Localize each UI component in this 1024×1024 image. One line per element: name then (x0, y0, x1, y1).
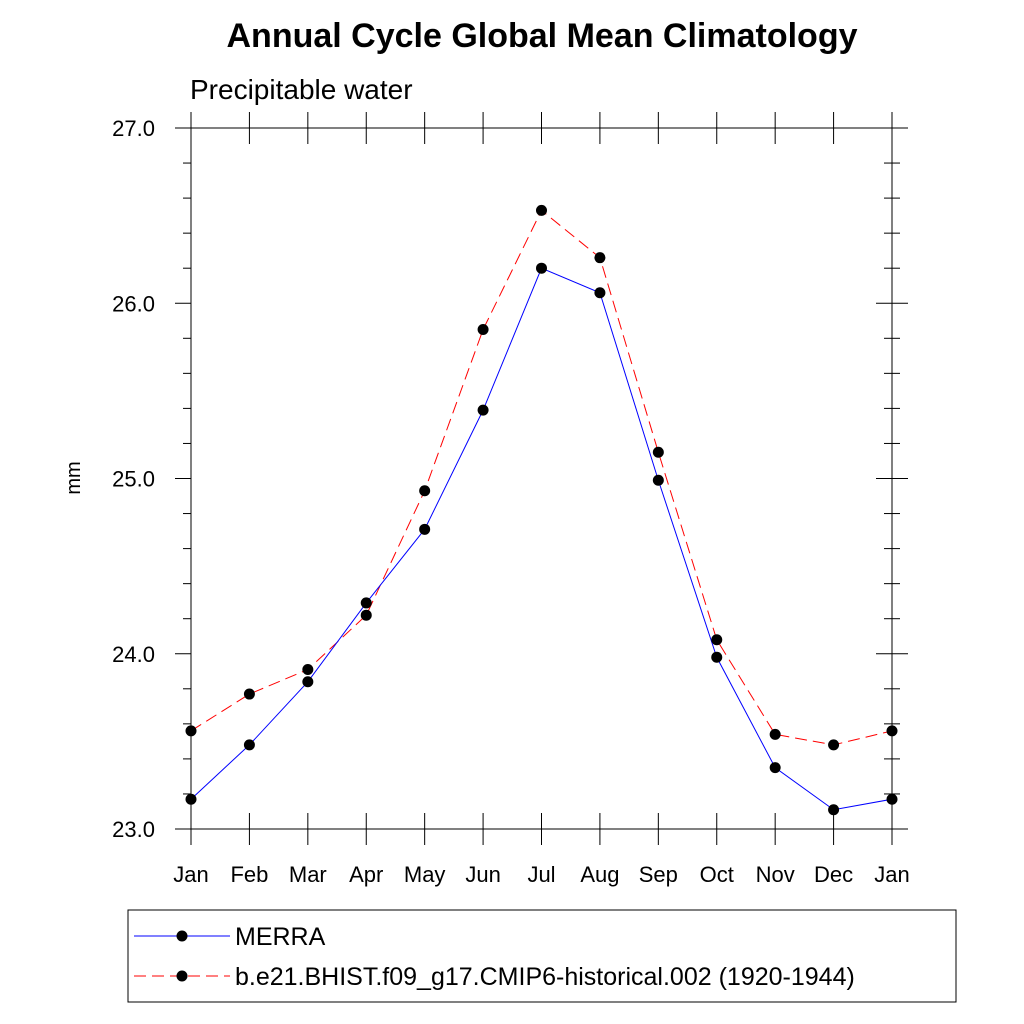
data-point-series-0 (594, 287, 606, 299)
data-point-series-0 (711, 651, 723, 663)
legend-label-1: b.e21.BHIST.f09_g17.CMIP6-historical.002… (235, 963, 855, 991)
y-tick-label: 24.0 (112, 642, 155, 667)
x-tick-label: Jan (173, 862, 208, 887)
data-point-series-1 (886, 725, 898, 737)
data-point-series-1 (652, 446, 664, 458)
data-point-series-0 (828, 804, 840, 816)
legend-marker-0 (176, 930, 188, 942)
data-point-series-0 (360, 597, 372, 609)
data-point-series-1 (594, 252, 606, 264)
x-tick-label: Jan (874, 862, 909, 887)
x-tick-label: Sep (639, 862, 678, 887)
x-tick-label: Jul (527, 862, 555, 887)
y-tick-label: 25.0 (112, 467, 155, 492)
x-tick-label: Dec (814, 862, 853, 887)
data-point-series-1 (302, 664, 314, 676)
y-tick-label: 23.0 (112, 817, 155, 842)
data-point-series-0 (769, 762, 781, 774)
legend-marker-1 (176, 970, 188, 982)
legend: MERRA b.e21.BHIST.f09_g17.CMIP6-historica… (127, 909, 957, 1003)
chart-subtitle: Precipitable water (190, 74, 413, 105)
chart-title: Annual Cycle Global Mean Climatology (227, 17, 858, 55)
data-point-series-1 (419, 485, 431, 497)
data-point-series-1 (828, 739, 840, 751)
legend-box (127, 909, 957, 1003)
axis-ticks: 23.0 24.0 25.0 26.0 27.0 Jan Feb Mar Apr May Jun Ju… (112, 112, 910, 887)
y-tick-label: 27.0 (112, 116, 155, 141)
data-point-series-0 (185, 793, 197, 805)
data-point-series-1 (477, 324, 489, 336)
data-point-series-0 (886, 793, 898, 805)
x-tick-label: Oct (700, 862, 734, 887)
data-point-series-1 (536, 204, 547, 216)
x-tick-label: Aug (580, 862, 619, 887)
x-tick-label: Mar (289, 862, 327, 887)
data-point-series-1 (769, 728, 781, 740)
x-tick-label: May (404, 862, 446, 887)
series-layer (185, 204, 898, 816)
x-tick-label: Nov (756, 862, 795, 887)
data-point-series-1 (711, 634, 723, 646)
data-point-series-1 (360, 609, 372, 621)
data-point-series-1 (185, 725, 197, 737)
legend-label-0: MERRA (235, 923, 326, 951)
data-point-series-0 (477, 404, 489, 416)
y-axis-label: mm (63, 461, 85, 494)
y-tick-label: 26.0 (112, 291, 155, 316)
data-point-series-0 (302, 676, 314, 688)
data-point-series-1 (243, 688, 255, 700)
x-tick-label: Feb (230, 862, 268, 887)
plot-frame (190, 127, 893, 830)
x-tick-label: Apr (349, 862, 383, 887)
data-point-series-0 (652, 474, 664, 486)
x-tick-label: Jun (465, 862, 500, 887)
data-point-series-0 (243, 739, 255, 751)
data-point-series-0 (536, 262, 547, 274)
data-point-series-0 (419, 523, 431, 535)
series-line-0 (190, 267, 893, 811)
series-line-1 (190, 209, 893, 746)
